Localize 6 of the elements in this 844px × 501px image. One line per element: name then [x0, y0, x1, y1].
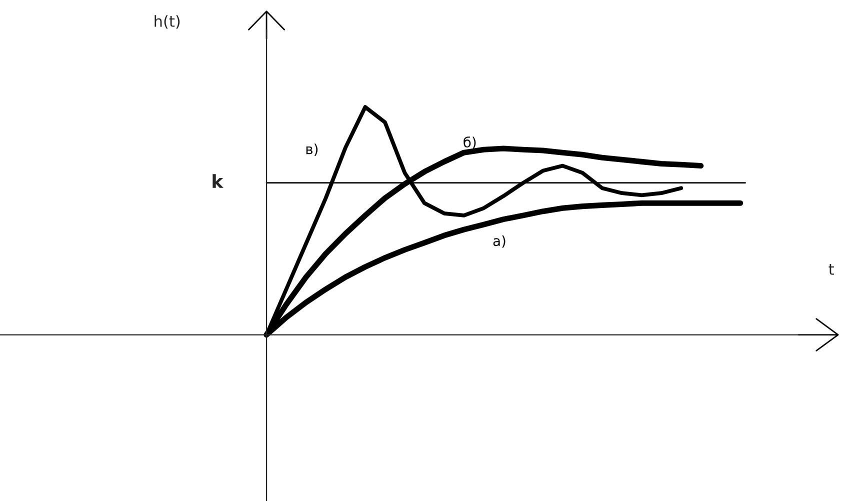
- series-label: в): [306, 144, 318, 156]
- series-label: б): [464, 136, 476, 150]
- text: t: [828, 264, 834, 275]
- text: h(t): [154, 15, 180, 29]
- series-label: а): [493, 235, 506, 248]
- ref-line-label: k: [212, 174, 224, 188]
